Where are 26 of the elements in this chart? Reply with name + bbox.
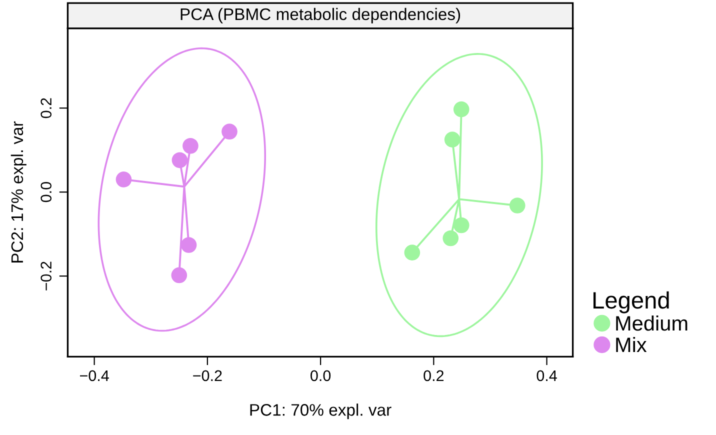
y-tick-label: 0.2 <box>40 98 52 118</box>
y-tick-label: 0.0 <box>40 182 52 202</box>
point <box>453 101 470 118</box>
point <box>180 237 197 253</box>
point <box>442 230 459 246</box>
legend-label: Mix <box>616 336 647 352</box>
x-axis-title: PC1: 70% expl. var <box>250 404 392 420</box>
point <box>171 267 188 284</box>
y-tick-label: −0.2 <box>40 262 52 290</box>
x-tick-label: 0.2 <box>424 370 444 382</box>
x-tick-label: −0.4 <box>80 370 109 382</box>
legend-title: Legend <box>593 291 669 314</box>
point <box>444 132 460 148</box>
y-axis-title: PC2: 17% expl. var <box>10 121 26 262</box>
point <box>172 152 188 168</box>
point <box>222 124 238 140</box>
x-tick-label: 0.4 <box>536 370 557 382</box>
point <box>116 172 132 188</box>
point <box>404 244 420 260</box>
chart-title: PCA (PBMC metabolic dependencies) <box>180 8 460 24</box>
point <box>182 138 198 154</box>
legend-label: Medium <box>616 315 688 331</box>
x-tick-label: 0.0 <box>310 370 331 382</box>
x-tick-label: −0.2 <box>193 370 222 382</box>
point <box>453 217 470 234</box>
point <box>509 198 526 214</box>
